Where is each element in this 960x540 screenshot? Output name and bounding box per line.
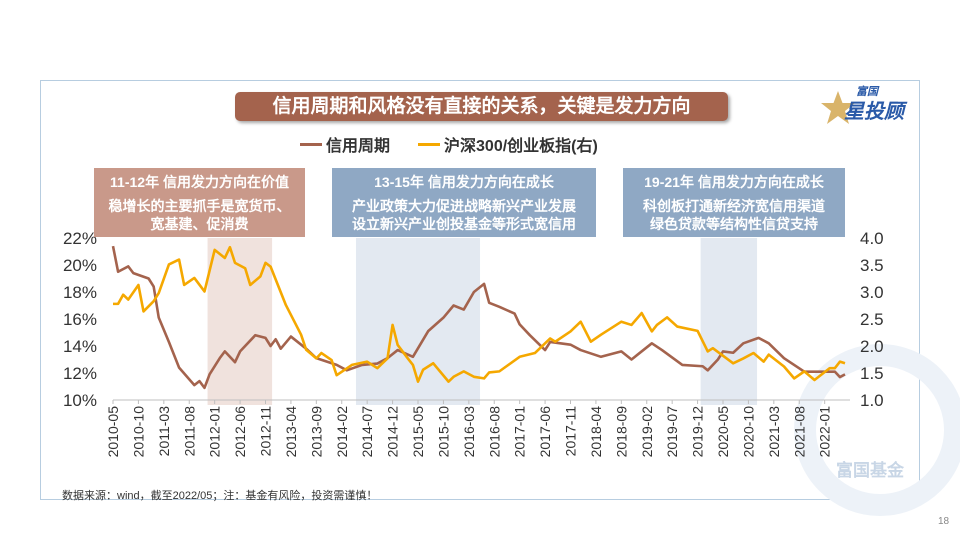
note-line: 绿色贷款等结构性信贷支持 — [650, 216, 818, 232]
x-tick-label: 2012-06 — [232, 406, 248, 458]
logo-big-text: 星投顾 — [844, 101, 904, 123]
hs300-chinext-ratio-line — [113, 245, 846, 383]
x-tick-label: 2013-04 — [283, 406, 299, 458]
x-tick-label: 2010-10 — [130, 406, 146, 458]
x-tick-label: 2014-07 — [359, 406, 375, 458]
note-line: 宽基建、促消费 — [150, 216, 249, 232]
x-tick-label: 2011-08 — [181, 406, 197, 457]
x-tick-label: 2017-01 — [512, 406, 528, 458]
y-right-tick-label: 2.0 — [860, 337, 884, 356]
x-tick-label: 2019-12 — [690, 406, 706, 458]
x-tick-label: 2012-01 — [207, 406, 223, 458]
note-line: 产业政策大力促进战略新兴产业发展 — [352, 198, 576, 214]
note-heading: 19-21年 信用发力方向在成长 — [644, 174, 824, 190]
x-tick-label: 2021-08 — [791, 406, 807, 458]
source-note: 数据来源：wind，截至2022/05；注：基金有风险，投资需谨慎！ — [62, 490, 378, 502]
y-right-tick-label: 1.5 — [860, 364, 884, 383]
y-left-tick-label: 22% — [63, 229, 97, 248]
y-left-tick-label: 14% — [63, 337, 97, 356]
y-left-tick-label: 12% — [63, 364, 97, 383]
chart-legend: 信用周期 沪深300/创业板指(右) — [300, 132, 598, 156]
note-2013-2015: 13-15年 信用发力方向在成长 产业政策大力促进战略新兴产业发展 设立新兴产业… — [332, 168, 596, 237]
y-left-tick-label: 20% — [63, 256, 97, 275]
brand-logo: 富国 星投顾 — [820, 86, 910, 128]
page-number: 18 — [938, 516, 950, 527]
legend-swatch — [418, 142, 441, 146]
y-left-tick-label: 10% — [63, 391, 97, 410]
watermark-ring — [794, 344, 960, 516]
x-tick-label: 2014-12 — [385, 406, 401, 458]
x-tick-label: 2021-03 — [766, 406, 782, 458]
x-tick-label: 2016-08 — [486, 406, 502, 458]
x-tick-label: 2013-09 — [308, 406, 324, 458]
logo-small-text: 富国 — [856, 86, 878, 98]
legend-item-credit-cycle: 信用周期 — [300, 132, 390, 156]
y-left-tick-label: 18% — [63, 283, 97, 302]
watermark: 富国基金 — [836, 461, 904, 480]
y-right-tick-label: 1.0 — [860, 391, 884, 410]
x-tick-label: 2014-02 — [334, 406, 350, 458]
content-frame — [40, 80, 920, 500]
x-tick-label: 2017-06 — [537, 406, 553, 458]
legend-label: 信用周期 — [326, 138, 391, 155]
star-icon — [821, 91, 855, 124]
shaded-period — [700, 238, 758, 405]
note-line: 稳增长的主要抓手是宽货币、 — [108, 198, 291, 214]
x-tick-label: 2019-07 — [664, 406, 680, 458]
shaded-period — [207, 238, 273, 405]
x-tick-label: 2010-05 — [105, 406, 121, 458]
note-heading: 13-15年 信用发力方向在成长 — [374, 174, 554, 190]
x-tick-label: 2022-01 — [817, 406, 833, 458]
note-line: 设立新兴产业创投基金等形式宽信用 — [352, 216, 576, 232]
x-tick-label: 2017-11 — [563, 406, 579, 457]
x-tick-label: 2020-05 — [715, 406, 731, 458]
x-tick-label: 2016-03 — [461, 406, 477, 458]
legend-swatch — [300, 142, 322, 146]
x-tick-label: 2019-02 — [639, 406, 655, 458]
y-right-tick-label: 3.0 — [860, 283, 884, 302]
legend-item-hs300-chinext: 沪深300/创业板指(右) — [418, 132, 598, 156]
note-2019-2021: 19-21年 信用发力方向在成长 科创板打通新经济宽信用渠道 绿色贷款等结构性信… — [623, 168, 845, 237]
note-2011-2012: 11-12年 信用发力方向在价值 稳增长的主要抓手是宽货币、 宽基建、促消费 — [94, 168, 305, 237]
credit-cycle-line — [111, 245, 846, 390]
x-tick-label: 2018-09 — [613, 406, 629, 458]
y-right-tick-label: 4.0 — [860, 229, 884, 248]
y-right-tick-label: 3.5 — [860, 256, 884, 275]
y-left-tick-label: 16% — [63, 310, 97, 329]
x-tick-label: 2015-05 — [410, 406, 426, 458]
x-tick-label: 2015-10 — [435, 406, 451, 458]
x-tick-label: 2012-11 — [258, 406, 274, 457]
note-heading: 11-12年 信用发力方向在价值 — [110, 174, 289, 190]
legend-label: 沪深300/创业板指(右) — [444, 138, 598, 155]
y-right-tick-label: 2.5 — [860, 310, 884, 329]
x-tick-label: 2018-04 — [588, 406, 604, 458]
x-tick-label: 2020-10 — [740, 406, 756, 458]
x-tick-label: 2011-03 — [156, 406, 172, 457]
note-line: 科创板打通新经济宽信用渠道 — [643, 198, 825, 214]
slide-title: 信用周期和风格没有直接的关系，关键是发力方向 — [235, 92, 728, 121]
